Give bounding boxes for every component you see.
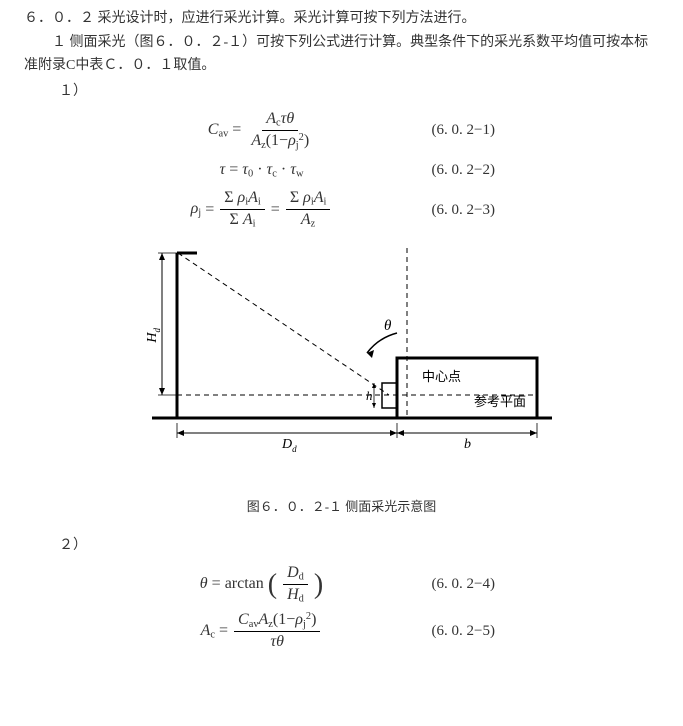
equation-2-number: (6. 0. 2−2) xyxy=(432,158,532,182)
equation-4-number: (6. 0. 2−4) xyxy=(432,572,532,596)
equation-1-number: (6. 0. 2−1) xyxy=(432,118,532,142)
equation-5: Ac = CavAz(1−ρj2) τθ (6. 0. 2−5) xyxy=(24,611,659,651)
diagram-label-theta: θ xyxy=(384,318,392,334)
equation-1-math: Cav = Acτθ Az(1−ρj2) xyxy=(152,110,372,151)
equation-4-math: θ = arctan ( Dd Hd ) xyxy=(152,564,372,605)
equation-1: Cav = Acτθ Az(1−ρj2) (6. 0. 2−1) xyxy=(24,110,659,151)
equation-3: ρj = Σ ρiAi Σ Ai = Σ ρiAi Az (6. 0. 2−3) xyxy=(24,189,659,230)
diagram-label-b: b xyxy=(464,437,471,452)
equation-5-number: (6. 0. 2−5) xyxy=(432,619,532,643)
equation-5-math: Ac = CavAz(1−ρj2) τθ xyxy=(152,611,372,651)
paragraph-section-heading: ６．０．２ 采光设计时，应进行采光计算。采光计算可按下列方法进行。 xyxy=(24,8,659,30)
diagram-label-h: h xyxy=(366,388,373,403)
diagram-label-center: 中心点 xyxy=(422,369,461,384)
figure-6-0-2-1: θ Hd h 中心点 参考平面 Dd b xyxy=(122,248,562,486)
list-item-2: ２） xyxy=(24,535,659,557)
equation-2-math: τ = τ0 · τc · τw xyxy=(152,157,372,183)
paragraph-intro: １ 侧面采光（图６．０．２-１）可按下列公式进行计算。典型条件下的采光系数平均值… xyxy=(24,32,659,77)
equation-block-2: θ = arctan ( Dd Hd ) (6. 0. 2−4) Ac = Ca… xyxy=(24,564,659,651)
equation-4: θ = arctan ( Dd Hd ) (6. 0. 2−4) xyxy=(24,564,659,605)
diagram-svg: θ Hd h 中心点 参考平面 Dd b xyxy=(122,248,562,478)
svg-text:Dd: Dd xyxy=(281,437,297,454)
equation-3-math: ρj = Σ ρiAi Σ Ai = Σ ρiAi Az xyxy=(152,189,372,230)
svg-text:Hd: Hd xyxy=(145,328,162,344)
equation-3-number: (6. 0. 2−3) xyxy=(432,198,532,222)
equation-block-1: Cav = Acτθ Az(1−ρj2) (6. 0. 2−1) τ = τ0 … xyxy=(24,110,659,231)
equation-2: τ = τ0 · τc · τw (6. 0. 2−2) xyxy=(24,157,659,183)
figure-caption: 图６．０．２-１ 侧面采光示意图 xyxy=(24,497,659,518)
diagram-label-refplane: 参考平面 xyxy=(474,394,526,409)
list-item-1: １） xyxy=(24,81,659,103)
